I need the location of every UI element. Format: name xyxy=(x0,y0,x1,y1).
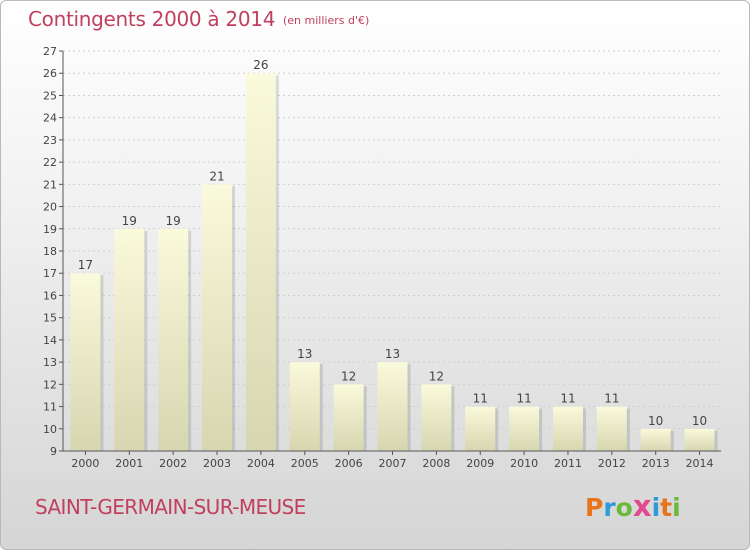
bar-value-label: 13 xyxy=(385,347,400,361)
y-tick-label: 20 xyxy=(43,201,57,214)
commune-name: SAINT-GERMAIN-SUR-MEUSE xyxy=(35,495,306,519)
y-tick-label: 10 xyxy=(43,423,57,436)
bar-value-label: 11 xyxy=(516,392,531,406)
bar-value-label: 13 xyxy=(297,347,312,361)
bar-value-label: 19 xyxy=(166,214,181,228)
x-tick-label: 2002 xyxy=(159,457,187,470)
y-tick-label: 23 xyxy=(43,134,57,147)
logo-letter: x xyxy=(632,489,652,523)
x-tick-label: 2009 xyxy=(466,457,494,470)
x-tick-label: 2006 xyxy=(335,457,363,470)
bar xyxy=(465,406,496,451)
bar-value-label: 21 xyxy=(209,169,224,183)
y-tick-label: 21 xyxy=(43,178,57,191)
bar xyxy=(114,228,145,451)
y-tick-label: 14 xyxy=(43,334,57,347)
logo-letter: r xyxy=(603,493,616,522)
x-tick-label: 2013 xyxy=(642,457,670,470)
y-tick-label: 27 xyxy=(43,45,57,58)
bar-value-label: 11 xyxy=(560,392,575,406)
y-tick-label: 13 xyxy=(43,356,57,369)
bar-value-label: 12 xyxy=(429,369,444,383)
y-tick-label: 18 xyxy=(43,245,57,258)
bar xyxy=(640,428,671,451)
y-tick-label: 22 xyxy=(43,156,57,169)
bar xyxy=(70,273,101,451)
x-tick-label: 2008 xyxy=(422,457,450,470)
bar xyxy=(289,362,320,451)
x-tick-label: 2005 xyxy=(291,457,319,470)
bar xyxy=(245,73,276,451)
bar xyxy=(158,228,189,451)
bar xyxy=(684,428,715,451)
logo-letter: i xyxy=(672,493,681,522)
bars xyxy=(70,73,718,452)
y-tick-label: 25 xyxy=(43,89,57,102)
y-tick-label: 19 xyxy=(43,223,57,236)
chart-title: Contingents 2000 à 2014 xyxy=(28,7,276,31)
y-tick-label: 12 xyxy=(43,378,57,391)
bar-value-label: 17 xyxy=(78,258,93,272)
x-tick-label: 2012 xyxy=(598,457,626,470)
y-tick-label: 26 xyxy=(43,67,57,80)
axes: 9 10 11 12 13 14 15 16 17 18 19 20 21 22 23 24 25 26 27 200… xyxy=(43,45,721,470)
data-labels: 17 19 19 21 26 13 12 13 12 11 11 11 11 10 10 xyxy=(78,58,707,428)
x-tick-label: 2014 xyxy=(686,457,714,470)
bar xyxy=(202,184,233,452)
bar-value-label: 26 xyxy=(253,58,268,72)
x-tick-label: 2004 xyxy=(247,457,275,470)
bar xyxy=(421,384,452,451)
bar-value-label: 10 xyxy=(692,414,707,428)
x-tick-label: 2003 xyxy=(203,457,231,470)
y-tick-label: 11 xyxy=(43,401,57,414)
y-tick-label: 24 xyxy=(43,112,57,125)
logo-letter: t xyxy=(660,493,673,522)
logo-letter: i xyxy=(651,493,661,522)
x-tick-label: 2011 xyxy=(554,457,582,470)
y-tick-label: 15 xyxy=(43,312,57,325)
y-tick-label: 16 xyxy=(43,289,57,302)
logo-letter: o xyxy=(615,493,633,522)
y-tick-label: 9 xyxy=(50,445,57,458)
logo-letter: P xyxy=(585,493,604,522)
bar xyxy=(333,384,364,451)
chart-subtitle: (en milliers d'€) xyxy=(283,14,370,27)
bar-value-label: 11 xyxy=(604,392,619,406)
bar xyxy=(596,406,627,451)
bar xyxy=(377,362,408,451)
bar-value-label: 10 xyxy=(648,414,663,428)
bar xyxy=(552,406,583,451)
bar-value-label: 11 xyxy=(473,392,488,406)
bar xyxy=(509,406,540,451)
x-tick-label: 2000 xyxy=(71,457,99,470)
x-tick-label: 2001 xyxy=(115,457,143,470)
bar-value-label: 19 xyxy=(122,214,137,228)
x-tick-label: 2010 xyxy=(510,457,538,470)
proxiti-logo[interactable]: Proxiti xyxy=(585,489,681,523)
bar-value-label: 12 xyxy=(341,369,356,383)
y-tick-label: 17 xyxy=(43,267,57,280)
x-tick-label: 2007 xyxy=(379,457,407,470)
